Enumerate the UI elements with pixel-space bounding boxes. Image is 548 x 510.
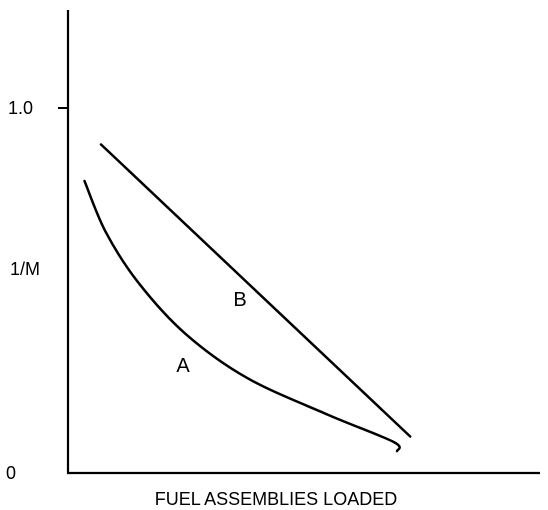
series-label-a: A <box>176 355 190 377</box>
series-label-b: B <box>233 289 246 311</box>
series-layer: AB <box>83 143 412 453</box>
y-ticks: 1.00 <box>6 98 68 483</box>
y-tick-label: 0 <box>6 463 16 483</box>
y-axis-label: 1/M <box>10 259 40 279</box>
y-tick-label: 1.0 <box>8 98 33 118</box>
series-line-b <box>99 143 412 438</box>
series-line-a <box>83 179 401 453</box>
x-axis-label: FUEL ASSEMBLIES LOADED <box>155 489 397 509</box>
